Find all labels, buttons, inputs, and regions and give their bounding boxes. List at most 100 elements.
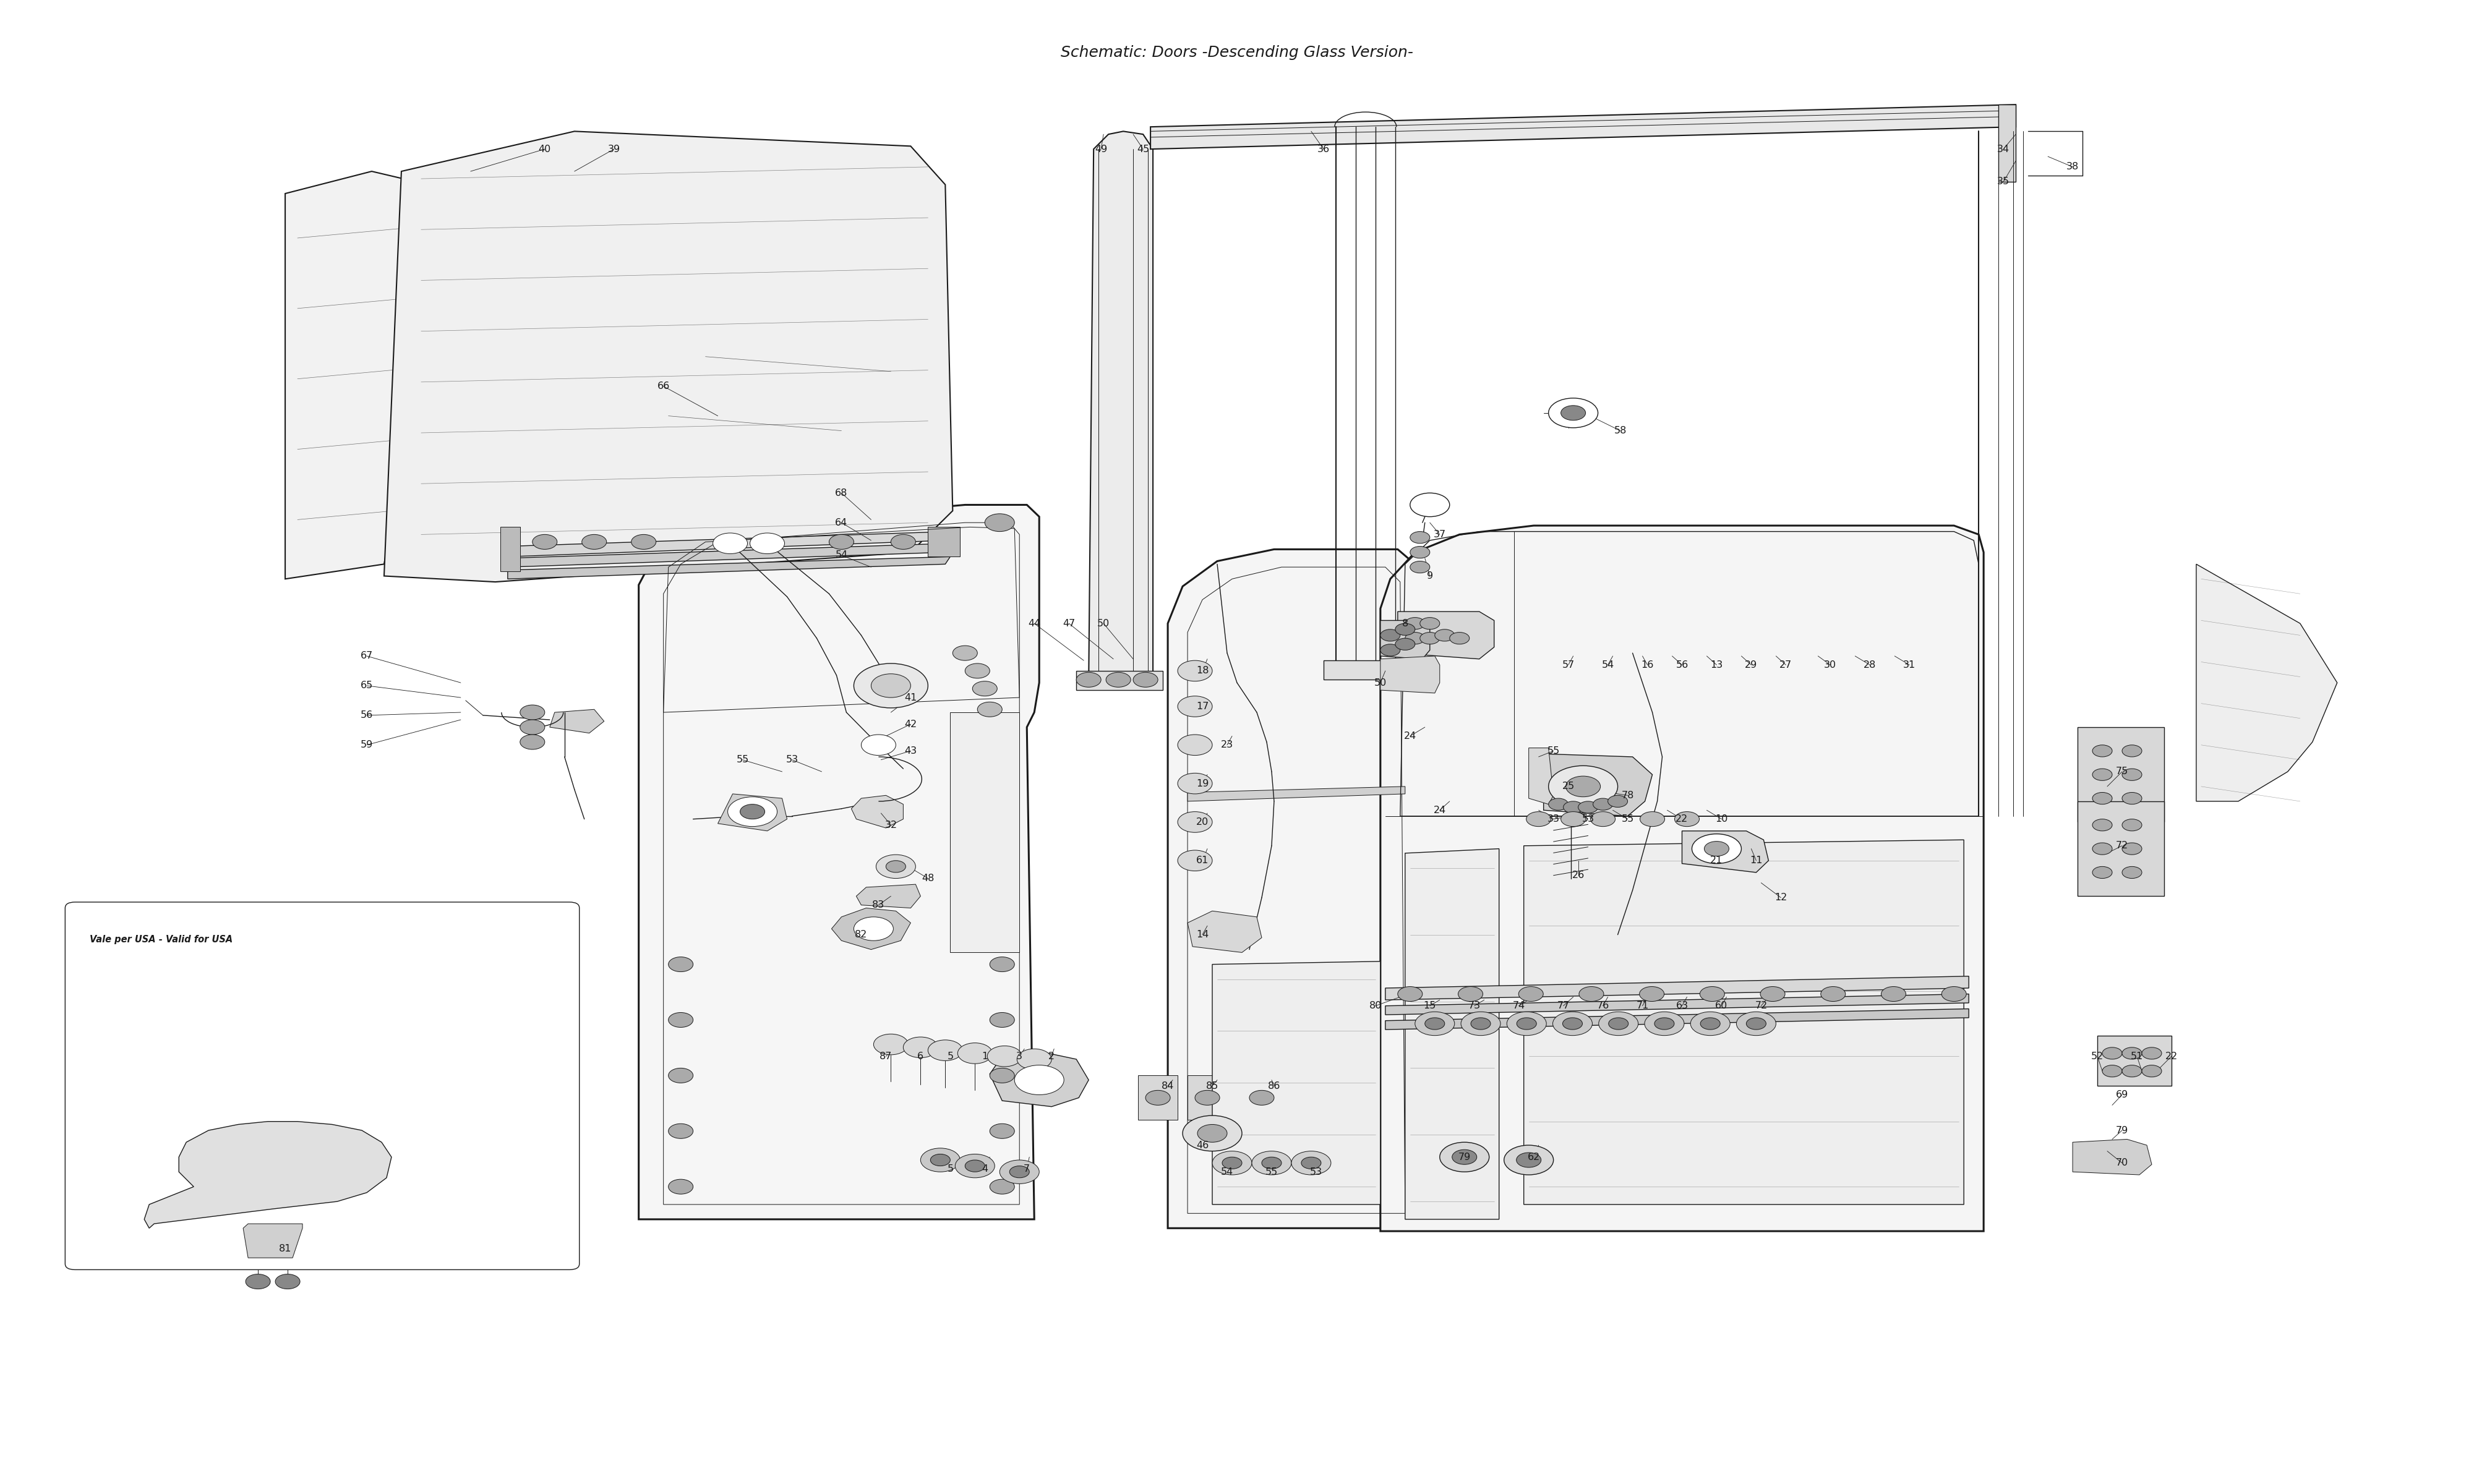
Circle shape [1700, 1018, 1719, 1030]
Circle shape [520, 735, 544, 749]
Text: 48: 48 [923, 874, 935, 883]
Text: 75: 75 [2115, 767, 2128, 776]
Circle shape [985, 513, 1014, 531]
Circle shape [1178, 812, 1212, 833]
Circle shape [1554, 1012, 1593, 1036]
Text: 2: 2 [1049, 1052, 1054, 1061]
Circle shape [1380, 629, 1400, 641]
Polygon shape [1188, 1076, 1227, 1120]
Polygon shape [1398, 611, 1494, 659]
Polygon shape [851, 795, 903, 828]
Text: 50: 50 [1098, 619, 1111, 628]
Text: 53: 53 [787, 755, 799, 764]
Text: 67: 67 [361, 651, 374, 660]
Text: 40: 40 [539, 144, 552, 154]
Text: 11: 11 [1749, 856, 1761, 865]
Text: 10: 10 [1714, 815, 1727, 824]
Circle shape [1593, 798, 1613, 810]
Circle shape [965, 1160, 985, 1172]
Circle shape [1472, 1018, 1492, 1030]
Text: 83: 83 [873, 901, 886, 910]
Circle shape [990, 1068, 1014, 1083]
Circle shape [727, 797, 777, 827]
Circle shape [977, 702, 1002, 717]
Polygon shape [1380, 525, 1984, 1232]
Circle shape [750, 533, 784, 554]
Text: 65: 65 [361, 681, 374, 690]
Polygon shape [1324, 660, 1410, 680]
Circle shape [1880, 987, 1905, 1002]
Text: 20: 20 [1195, 818, 1210, 827]
Text: 6: 6 [918, 1052, 923, 1061]
Polygon shape [1544, 754, 1653, 816]
Circle shape [1178, 660, 1212, 681]
Text: 34: 34 [1997, 144, 2009, 154]
Text: 55: 55 [1264, 1168, 1279, 1177]
Circle shape [1410, 561, 1430, 573]
Circle shape [520, 705, 544, 720]
Circle shape [1301, 1158, 1321, 1169]
Text: 25: 25 [1561, 782, 1573, 791]
Polygon shape [1089, 131, 1153, 683]
Text: 79: 79 [2115, 1126, 2128, 1135]
Polygon shape [507, 543, 950, 567]
Text: 49: 49 [1096, 144, 1108, 154]
Circle shape [1526, 812, 1551, 827]
Polygon shape [1999, 104, 2016, 181]
Circle shape [955, 1155, 995, 1178]
Circle shape [972, 681, 997, 696]
Circle shape [1252, 1152, 1291, 1175]
Polygon shape [507, 531, 950, 556]
Circle shape [2142, 1066, 2162, 1077]
Circle shape [2123, 819, 2142, 831]
Text: 32: 32 [886, 821, 898, 830]
Text: 43: 43 [905, 746, 918, 755]
Text: 74: 74 [1512, 1002, 1524, 1011]
Circle shape [1517, 1018, 1536, 1030]
Circle shape [2123, 1048, 2142, 1060]
Text: 35: 35 [1997, 177, 2009, 187]
Circle shape [668, 957, 693, 972]
Text: 54: 54 [1220, 1168, 1235, 1177]
Polygon shape [638, 505, 1039, 1220]
Circle shape [930, 1155, 950, 1166]
Circle shape [2093, 867, 2113, 879]
Circle shape [876, 855, 915, 879]
Circle shape [861, 735, 896, 755]
Circle shape [1821, 987, 1846, 1002]
Circle shape [1564, 1018, 1583, 1030]
Circle shape [740, 804, 764, 819]
Text: 76: 76 [1596, 1002, 1608, 1011]
Circle shape [2103, 1066, 2123, 1077]
Circle shape [873, 1034, 908, 1055]
Circle shape [871, 674, 910, 697]
Circle shape [1133, 672, 1158, 687]
Polygon shape [1188, 787, 1405, 801]
Circle shape [1566, 776, 1601, 797]
Text: 57: 57 [1561, 660, 1573, 669]
Text: 84: 84 [1160, 1082, 1175, 1091]
Text: 81: 81 [280, 1244, 292, 1254]
Circle shape [1398, 987, 1423, 1002]
Polygon shape [549, 709, 604, 733]
Text: 3: 3 [1017, 1052, 1022, 1061]
Circle shape [1645, 1012, 1685, 1036]
Circle shape [854, 663, 928, 708]
Circle shape [2093, 769, 2113, 781]
Circle shape [1578, 987, 1603, 1002]
Circle shape [1608, 795, 1628, 807]
Text: 23: 23 [1220, 741, 1235, 749]
Circle shape [1561, 812, 1586, 827]
Circle shape [1737, 1012, 1776, 1036]
Circle shape [920, 1149, 960, 1172]
Text: 50: 50 [1373, 678, 1385, 687]
Polygon shape [1212, 962, 1380, 1205]
Text: 70: 70 [2115, 1159, 2128, 1168]
Circle shape [1598, 1012, 1638, 1036]
Text: 77: 77 [1556, 1002, 1569, 1011]
Text: 82: 82 [856, 930, 868, 939]
Text: 68: 68 [836, 488, 849, 497]
Circle shape [520, 720, 544, 735]
Text: 22: 22 [1675, 815, 1687, 824]
Text: 54: 54 [836, 551, 849, 559]
